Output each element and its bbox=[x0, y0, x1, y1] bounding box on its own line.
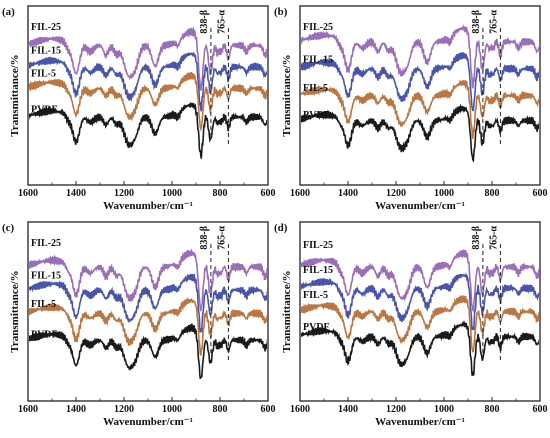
x-tick-label: 1400 bbox=[338, 188, 358, 199]
annotation-label: 838-β bbox=[199, 226, 210, 250]
x-tick-label: 800 bbox=[213, 404, 228, 415]
annotation-label: 838-β bbox=[199, 10, 210, 34]
series-line-pvdf bbox=[29, 322, 267, 380]
x-tick-label: 600 bbox=[261, 188, 276, 199]
x-tick-label: 1200 bbox=[386, 188, 406, 199]
series-label-fil-15: FIL-15 bbox=[303, 265, 333, 276]
series-line-fil-5 bbox=[301, 295, 539, 353]
x-tick-label: 1600 bbox=[290, 404, 310, 415]
series-line-pvdf bbox=[29, 102, 267, 159]
series-label-fil-25: FIL-25 bbox=[303, 22, 333, 33]
panel-label: (a) bbox=[2, 6, 15, 18]
x-tick-label: 800 bbox=[485, 404, 500, 415]
series-line-fil-15 bbox=[301, 52, 539, 112]
x-tick-label: 1200 bbox=[114, 188, 134, 199]
x-axis-label: Wavenumber/cm⁻¹ bbox=[375, 200, 465, 212]
y-axis-label: Transmittance/% bbox=[9, 270, 21, 352]
x-tick-label: 1400 bbox=[338, 404, 358, 415]
x-tick-label: 1600 bbox=[290, 188, 310, 199]
annotation-label: 765-α bbox=[488, 10, 499, 34]
y-axis-label: Transmittance/% bbox=[9, 54, 21, 136]
x-tick-label: 1400 bbox=[66, 404, 86, 415]
series-label-fil-15: FIL-15 bbox=[31, 270, 61, 281]
x-tick-label: 800 bbox=[213, 188, 228, 199]
x-tick-label: 600 bbox=[261, 404, 276, 415]
panel-label: (c) bbox=[2, 222, 15, 234]
series-label-fil-25: FIL-25 bbox=[303, 240, 333, 251]
series-line-pvdf bbox=[301, 103, 539, 163]
y-axis-label: Transmittance/% bbox=[281, 270, 293, 352]
series-label-fil-5: FIL-5 bbox=[303, 290, 328, 301]
series-label-pvdf: PVDF bbox=[31, 329, 58, 340]
panel-label: (d) bbox=[274, 222, 288, 234]
panel-1: 1600 1400 1200 1000 800 600 Wavenumber/cm⁻¹ Tra… bbox=[274, 5, 548, 212]
series-line-fil-25 bbox=[301, 24, 539, 89]
x-tick-label: 800 bbox=[485, 188, 500, 199]
series-line-fil-25 bbox=[29, 248, 267, 312]
annotation-label: 838-β bbox=[471, 10, 482, 34]
annotation-label: 765-α bbox=[216, 10, 227, 34]
x-tick-label: 1000 bbox=[434, 404, 454, 415]
annotation-label: 838-β bbox=[471, 226, 482, 250]
x-tick-label: 1600 bbox=[18, 188, 38, 199]
x-tick-label: 600 bbox=[533, 188, 548, 199]
x-tick-label: 1600 bbox=[18, 404, 38, 415]
x-tick-label: 1000 bbox=[434, 188, 454, 199]
series-label-fil-25: FIL-25 bbox=[31, 238, 61, 249]
series-line-fil-25 bbox=[301, 249, 539, 312]
x-tick-label: 1000 bbox=[162, 188, 182, 199]
y-axis-label: Transmittance/% bbox=[281, 54, 293, 136]
series-line-fil-5 bbox=[29, 296, 267, 356]
x-tick-label: 1400 bbox=[66, 188, 86, 199]
x-axis-label: Wavenumber/cm⁻¹ bbox=[103, 200, 193, 212]
panel-3: 1600 1400 1200 1000 800 600 Wavenumber/cm⁻¹ Tra… bbox=[274, 221, 548, 428]
x-axis-label: Wavenumber/cm⁻¹ bbox=[103, 416, 193, 428]
series-line-fil-15 bbox=[29, 273, 267, 334]
panel-label: (b) bbox=[274, 6, 288, 18]
series-label-fil-15: FIL-15 bbox=[303, 54, 333, 65]
panel-0: 1600 1400 1200 1000 800 600 Wavenumber/cm⁻¹ Tra… bbox=[2, 5, 276, 212]
series-label-pvdf: PVDF bbox=[31, 104, 58, 115]
series-line-fil-25 bbox=[29, 25, 267, 91]
x-tick-label: 1000 bbox=[162, 404, 182, 415]
x-tick-label: 1200 bbox=[386, 404, 406, 415]
series-label-fil-15: FIL-15 bbox=[31, 45, 61, 56]
series-line-fil-15 bbox=[301, 272, 539, 331]
series-label-fil-5: FIL-5 bbox=[31, 69, 56, 80]
annotation-label: 765-α bbox=[216, 226, 227, 250]
x-tick-label: 1200 bbox=[114, 404, 134, 415]
series-label-pvdf: PVDF bbox=[303, 322, 330, 333]
series-label-fil-5: FIL-5 bbox=[303, 83, 328, 94]
series-label-pvdf: PVDF bbox=[303, 110, 330, 121]
x-axis-label: Wavenumber/cm⁻¹ bbox=[375, 416, 465, 428]
x-tick-label: 600 bbox=[533, 404, 548, 415]
plot-frame bbox=[27, 5, 269, 186]
series-line-fil-5 bbox=[301, 79, 539, 139]
panel-2: 1600 1400 1200 1000 800 600 Wavenumber/cm⁻¹ Tra… bbox=[2, 221, 276, 428]
series-label-fil-25: FIL-25 bbox=[31, 22, 61, 33]
annotation-label: 765-α bbox=[488, 226, 499, 250]
series-label-fil-5: FIL-5 bbox=[31, 299, 56, 310]
series-line-pvdf bbox=[301, 320, 539, 377]
